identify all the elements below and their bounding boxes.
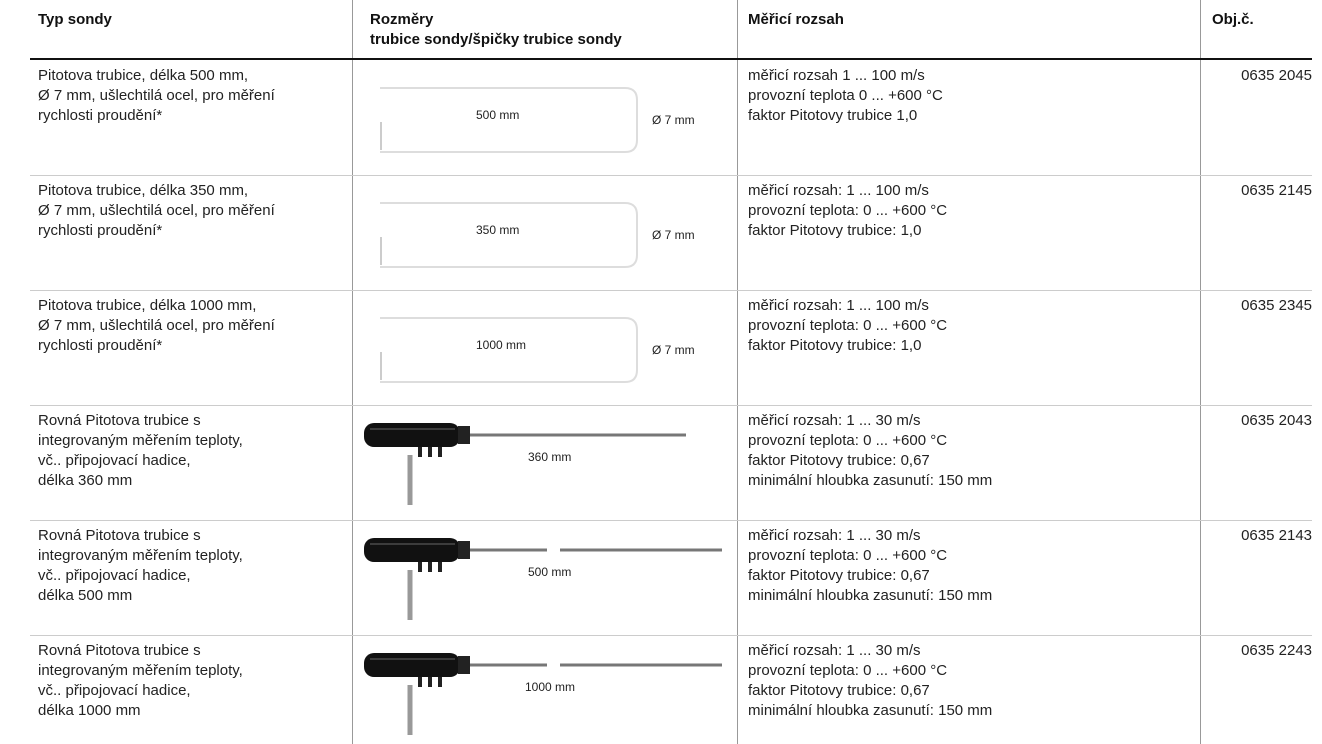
probe-type: Ø 7 mm, ušlechtilá ocel, pro měření — [38, 87, 275, 104]
measuring-range: minimální hloubka zasunutí: 150 mm — [748, 472, 993, 489]
probe-type: integrovaným měřením teploty, — [38, 547, 243, 564]
probe-type: Ø 7 mm, ušlechtilá ocel, pro měření — [38, 202, 275, 219]
row-rule — [30, 405, 1312, 406]
row-rule — [30, 635, 1312, 636]
illustration-shape — [458, 656, 470, 674]
column-header: Měřicí rozsah — [748, 11, 844, 28]
diameter-label: Ø 7 mm — [652, 113, 695, 127]
probe-type: Rovná Pitotova trubice s — [38, 642, 201, 659]
probe-type: rychlosti proudění* — [38, 107, 163, 124]
probe-type: rychlosti proudění* — [38, 337, 163, 354]
measuring-range: minimální hloubka zasunutí: 150 mm — [748, 702, 993, 719]
illustration-shape — [428, 677, 432, 687]
probe-type: Pitotova trubice, délka 350 mm, — [38, 182, 249, 199]
dimension-label: 1000 mm — [525, 680, 576, 694]
row-rule — [30, 290, 1312, 291]
order-number: 0635 2143 — [1241, 527, 1312, 544]
order-number: 0635 2345 — [1241, 297, 1312, 314]
measuring-range: měřicí rozsah: 1 ... 100 m/s — [748, 182, 929, 199]
measuring-range: minimální hloubka zasunutí: 150 mm — [748, 587, 993, 604]
illustration-shape — [364, 423, 460, 447]
diameter-label: Ø 7 mm — [652, 343, 695, 357]
dimension-label: 500 mm — [528, 565, 572, 579]
column-header: trubice sondy/špičky trubice sondy — [370, 31, 622, 48]
measuring-range: měřicí rozsah: 1 ... 30 m/s — [748, 527, 921, 544]
column-header: Rozměry — [370, 11, 434, 28]
order-number: 0635 2045 — [1241, 67, 1312, 84]
illustration-shape — [418, 562, 422, 572]
measuring-range: měřicí rozsah: 1 ... 30 m/s — [748, 642, 921, 659]
probe-type: integrovaným měřením teploty, — [38, 662, 243, 679]
measuring-range: měřicí rozsah: 1 ... 100 m/s — [748, 297, 929, 314]
probe-type: délka 360 mm — [38, 472, 133, 489]
illustration-shape — [418, 677, 422, 687]
probe-type: vč.. připojovací hadice, — [38, 682, 191, 699]
probe-type: vč.. připojovací hadice, — [38, 567, 191, 584]
column-header: Obj.č. — [1212, 11, 1254, 28]
probe-type: vč.. připojovací hadice, — [38, 452, 191, 469]
measuring-range: provozní teplota: 0 ... +600 °C — [748, 317, 948, 334]
measuring-range: měřicí rozsah 1 ... 100 m/s — [748, 67, 925, 84]
illustration-shape — [418, 447, 422, 457]
measuring-range: faktor Pitotovy trubice: 0,67 — [748, 682, 930, 699]
measuring-range: faktor Pitotovy trubice: 0,67 — [748, 567, 930, 584]
order-number: 0635 2145 — [1241, 182, 1312, 199]
measuring-range: faktor Pitotovy trubice: 0,67 — [748, 452, 930, 469]
dimension-label: 500 mm — [476, 108, 520, 122]
column-divider — [352, 0, 353, 744]
measuring-range: provozní teplota: 0 ... +600 °C — [748, 432, 948, 449]
diameter-label: Ø 7 mm — [652, 228, 695, 242]
illustration-shape — [364, 538, 460, 562]
column-header: Typ sondy — [38, 11, 112, 28]
measuring-range: provozní teplota: 0 ... +600 °C — [748, 662, 948, 679]
probe-type: Ø 7 mm, ušlechtilá ocel, pro měření — [38, 317, 275, 334]
dimension-label: 360 mm — [528, 450, 572, 464]
illustration-shape — [428, 447, 432, 457]
measuring-range: provozní teplota: 0 ... +600 °C — [748, 202, 948, 219]
illustration-shape — [364, 653, 460, 677]
order-number: 0635 2243 — [1241, 642, 1312, 659]
probe-type: Rovná Pitotova trubice s — [38, 412, 201, 429]
header-rule — [30, 58, 1312, 60]
measuring-range: provozní teplota 0 ... +600 °C — [748, 87, 943, 104]
illustration-shape — [428, 562, 432, 572]
measuring-range: faktor Pitotovy trubice: 1,0 — [748, 337, 922, 354]
measuring-range: provozní teplota: 0 ... +600 °C — [748, 547, 948, 564]
probe-type: Rovná Pitotova trubice s — [38, 527, 201, 544]
illustration-shape — [438, 562, 442, 572]
illustration-shape — [380, 87, 638, 153]
probe-type: rychlosti proudění* — [38, 222, 163, 239]
order-number: 0635 2043 — [1241, 412, 1312, 429]
illustration-shape — [380, 202, 638, 268]
illustration-shape — [438, 677, 442, 687]
probe-type: Pitotova trubice, délka 1000 mm, — [38, 297, 257, 314]
row-rule — [30, 175, 1312, 176]
column-divider — [1200, 0, 1201, 744]
measuring-range: měřicí rozsah: 1 ... 30 m/s — [748, 412, 921, 429]
illustration-shape — [458, 426, 470, 444]
probe-type: integrovaným měřením teploty, — [38, 432, 243, 449]
probe-type: Pitotova trubice, délka 500 mm, — [38, 67, 249, 84]
column-divider — [737, 0, 738, 744]
illustration-shape — [380, 317, 638, 383]
measuring-range: faktor Pitotovy trubice 1,0 — [748, 107, 918, 124]
dimension-label: 350 mm — [476, 223, 520, 237]
illustration-shape — [458, 541, 470, 559]
probe-type: délka 500 mm — [38, 587, 133, 604]
probe-type: délka 1000 mm — [38, 702, 141, 719]
illustration-shape — [438, 447, 442, 457]
row-rule — [30, 520, 1312, 521]
dimension-label: 1000 mm — [476, 338, 527, 352]
measuring-range: faktor Pitotovy trubice: 1,0 — [748, 222, 922, 239]
